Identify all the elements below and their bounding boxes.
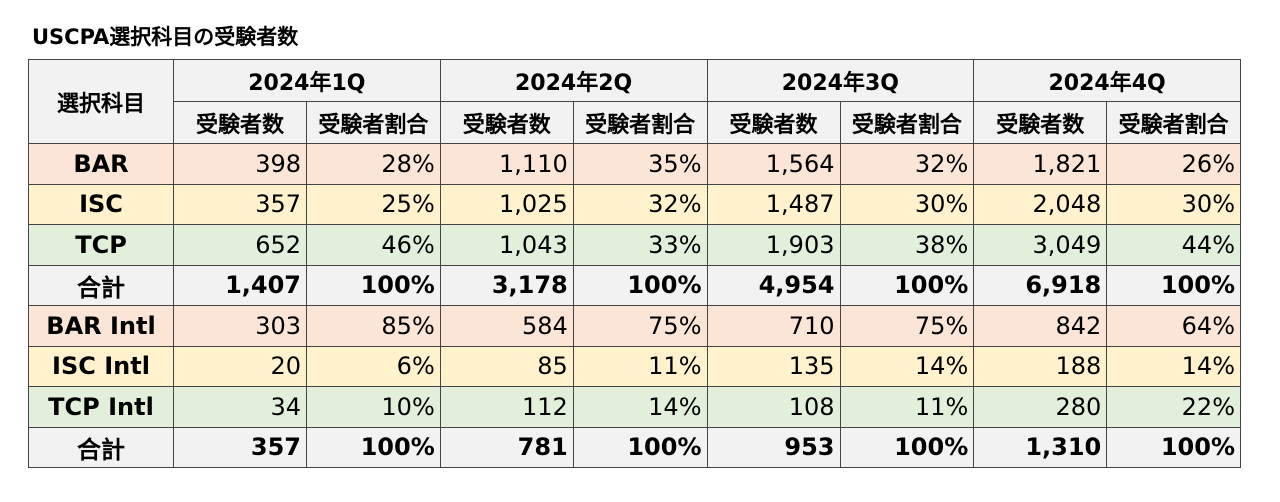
ratio-cell: 11% [572,345,708,387]
ratio-cell: 30% [1106,183,1241,225]
row-label: 合計 [28,426,174,468]
ratio-cell: 33% [572,224,708,266]
count-header: 受験者数 [173,101,307,144]
ratio-cell: 25% [306,183,441,225]
count-cell: 135 [706,345,841,387]
ratio-cell: 30% [839,183,975,225]
quarter-header: 2024年1Q [173,59,441,102]
ratio-cell: 85% [306,305,441,347]
ratio-cell: 100% [1106,426,1241,468]
count-cell: 85 [439,345,574,387]
table-body: BAR 398 28% 1,110 35% 1,564 32% 1,821 26% ISC 357 2… [28,143,1241,468]
count-cell: 1,025 [439,183,574,225]
count-cell: 1,564 [706,143,841,185]
table-row: 合計 357 100% 781 100% 953 100% 1,310 100% [28,426,1241,468]
subject-header: 選択科目 [28,59,174,144]
count-cell: 1,110 [439,143,574,185]
count-cell: 842 [973,305,1108,347]
count-cell: 108 [706,386,841,428]
row-label: 合計 [28,264,174,306]
count-cell: 1,407 [173,264,307,306]
count-header: 受験者数 [973,101,1108,144]
header-row-quarters: 選択科目 2024年1Q 2024年2Q 2024年3Q 2024年4Q [28,59,1241,144]
count-cell: 1,487 [706,183,841,225]
count-cell: 280 [973,386,1108,428]
ratio-header: 受験者割合 [1106,101,1241,144]
ratio-cell: 100% [306,264,441,306]
count-cell: 584 [439,305,574,347]
count-cell: 1,821 [973,143,1108,185]
ratio-cell: 64% [1106,305,1241,347]
row-label: BAR [28,143,174,185]
count-cell: 2,048 [973,183,1108,225]
table-row: TCP Intl 34 10% 112 14% 108 11% 280 22% [28,386,1241,428]
count-cell: 1,903 [706,224,841,266]
count-cell: 781 [439,426,574,468]
count-cell: 112 [439,386,574,428]
count-cell: 303 [173,305,307,347]
header-row-metrics: 受験者数 受験者割合 受験者数 受験者割合 受験者数 受験者割合 受験者数 受験… [29,101,1241,144]
ratio-cell: 32% [572,183,708,225]
table-row: 合計 1,407 100% 3,178 100% 4,954 100% 6,918 100% [28,264,1241,306]
ratio-cell: 38% [839,224,975,266]
ratio-cell: 14% [1106,345,1241,387]
ratio-cell: 26% [1106,143,1241,185]
ratio-header: 受験者割合 [839,101,975,144]
count-cell: 398 [173,143,307,185]
ratio-cell: 22% [1106,386,1241,428]
ratio-cell: 100% [306,426,441,468]
table-row: TCP 652 46% 1,043 33% 1,903 38% 3,049 44% [28,224,1241,266]
row-label: TCP [28,224,174,266]
count-cell: 953 [706,426,841,468]
row-label: ISC [28,183,174,225]
ratio-header: 受験者割合 [572,101,708,144]
count-cell: 6,918 [973,264,1108,306]
count-cell: 3,178 [439,264,574,306]
ratio-cell: 100% [839,426,975,468]
ratio-cell: 10% [306,386,441,428]
ratio-cell: 28% [306,143,441,185]
count-cell: 1,310 [973,426,1108,468]
page-title: USCPA選択科目の受験者数 [32,25,299,49]
ratio-cell: 100% [839,264,975,306]
count-cell: 20 [173,345,307,387]
row-label: TCP Intl [28,386,174,428]
table-row: ISC Intl 20 6% 85 11% 135 14% 188 14% [28,345,1241,387]
count-header: 受験者数 [706,101,841,144]
ratio-cell: 32% [839,143,975,185]
count-cell: 710 [706,305,841,347]
table-header: 選択科目 2024年1Q 2024年2Q 2024年3Q 2024年4Q 受験者… [28,59,1241,144]
quarter-header: 2024年3Q [706,59,975,102]
ratio-cell: 14% [839,345,975,387]
exam-table: 選択科目 2024年1Q 2024年2Q 2024年3Q 2024年4Q 受験者… [28,59,1241,468]
ratio-cell: 100% [572,426,708,468]
row-label: BAR Intl [28,305,174,347]
row-label: ISC Intl [28,345,174,387]
ratio-header: 受験者割合 [306,101,441,144]
table-row: BAR Intl 303 85% 584 75% 710 75% 842 64% [28,305,1241,347]
table-row: ISC 357 25% 1,025 32% 1,487 30% 2,048 30% [28,183,1241,225]
count-cell: 652 [173,224,307,266]
ratio-cell: 75% [572,305,708,347]
ratio-cell: 46% [306,224,441,266]
quarter-header: 2024年4Q [973,59,1241,102]
ratio-cell: 6% [306,345,441,387]
count-cell: 34 [173,386,307,428]
count-cell: 357 [173,426,307,468]
count-cell: 188 [973,345,1108,387]
count-cell: 3,049 [973,224,1108,266]
ratio-cell: 100% [1106,264,1241,306]
table-row: BAR 398 28% 1,110 35% 1,564 32% 1,821 26% [28,143,1241,185]
ratio-cell: 100% [572,264,708,306]
count-header: 受験者数 [439,101,574,144]
ratio-cell: 35% [572,143,708,185]
count-cell: 1,043 [439,224,574,266]
ratio-cell: 11% [839,386,975,428]
ratio-cell: 75% [839,305,975,347]
count-cell: 357 [173,183,307,225]
count-cell: 4,954 [706,264,841,306]
ratio-cell: 14% [572,386,708,428]
quarter-header: 2024年2Q [439,59,708,102]
ratio-cell: 44% [1106,224,1241,266]
